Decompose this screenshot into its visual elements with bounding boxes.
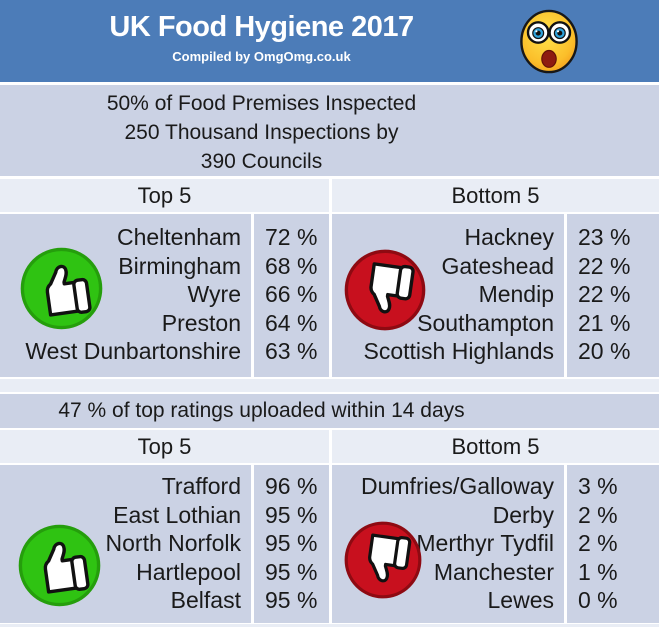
council-pct: 66 % [265, 281, 318, 307]
council-pct: 95 % [265, 558, 318, 585]
uploads-ranking-table: Trafford East Lothian North Norfolk Hart… [0, 465, 659, 623]
bottom5-uploads-values: 3 % 2 % 2 % 1 % 0 % [567, 465, 659, 623]
council-name: Manchester [433, 558, 554, 585]
council-name: Birmingham [118, 252, 241, 279]
header-text: UK Food Hygiene 2017 Compiled by OmgOmg.… [0, 11, 523, 64]
council-name: Mendip [478, 281, 554, 307]
summary-line-2: 250 Thousand Inspections by [124, 121, 399, 144]
council-pct: 21 % [578, 309, 631, 336]
council-pct: 3 % [578, 473, 618, 499]
thumbs-up-icon [18, 524, 101, 607]
council-name: Southampton [417, 309, 554, 336]
council-pct: 68 % [265, 252, 318, 279]
top5-uploads-values: 96 % 95 % 95 % 95 % 95 % [254, 465, 329, 623]
bottom5-header-inspections: Bottom 5 [332, 179, 659, 212]
council-name: East Lothian [113, 501, 241, 528]
page-subtitle: Compiled by OmgOmg.co.uk [172, 49, 351, 64]
bottom5-header-uploads: Bottom 5 [332, 430, 659, 463]
council-pct: 96 % [265, 473, 318, 499]
spacer-row [0, 379, 659, 392]
council-pct: 64 % [265, 309, 318, 336]
council-name: Dumfries/Galloway [361, 473, 554, 499]
council-name: Merthyr Tydfil [416, 530, 554, 556]
council-name: Hackney [464, 224, 554, 250]
council-pct: 95 % [265, 501, 318, 528]
council-name: Hartlepool [136, 558, 241, 585]
bottom5-inspections-values: 23 % 22 % 22 % 21 % 20 % [567, 214, 659, 377]
council-name: Lewes [487, 587, 554, 613]
inspection-summary-band: 50% of Food Premises Inspected 250 Thous… [0, 85, 659, 176]
council-name: Trafford [161, 473, 241, 499]
summary-line-3: 390 Councils [200, 150, 323, 173]
council-pct: 2 % [578, 501, 618, 528]
council-pct: 22 % [578, 252, 631, 279]
council-name: Wyre [187, 281, 241, 307]
top5-inspections-values: 72 % 68 % 66 % 64 % 63 % [254, 214, 329, 377]
council-pct: 95 % [265, 530, 318, 556]
council-pct: 23 % [578, 224, 631, 250]
council-pct: 2 % [578, 530, 618, 556]
header: UK Food Hygiene 2017 Compiled by OmgOmg.… [0, 0, 659, 82]
council-name: Derby [492, 501, 554, 528]
council-pct: 0 % [578, 587, 618, 613]
column-headers-inspections: Top 5 Bottom 5 [0, 179, 659, 212]
top5-header-inspections: Top 5 [0, 179, 329, 212]
council-name: Gateshead [441, 252, 554, 279]
council-pct: 95 % [265, 587, 318, 613]
shocked-face-emoji-icon [520, 9, 578, 74]
bottom5-uploads-names: Dumfries/Galloway Derby Merthyr Tydfil M… [332, 465, 564, 623]
bottom-strip [0, 624, 659, 627]
council-name: Cheltenham [116, 224, 241, 250]
council-pct: 72 % [265, 224, 318, 250]
uploads-summary-band: 47 % of top ratings uploaded within 14 d… [0, 394, 659, 428]
council-pct: 1 % [578, 558, 618, 585]
council-name: Belfast [170, 587, 241, 613]
summary-line-1: 50% of Food Premises Inspected [106, 92, 417, 115]
council-name: Scottish Highlands [363, 338, 555, 364]
thumbs-down-icon [344, 249, 426, 331]
bottom5-inspections-names: Hackney Gateshead Mendip Southampton Sco… [332, 214, 564, 377]
page-title: UK Food Hygiene 2017 [109, 11, 414, 43]
inspections-ranking-table: Cheltenham Birmingham Wyre Preston West … [0, 214, 659, 377]
uploads-summary-text: 47 % of top ratings uploaded within 14 d… [58, 399, 465, 422]
thumbs-up-icon [20, 247, 103, 330]
council-name: North Norfolk [105, 530, 241, 556]
council-pct: 63 % [265, 338, 318, 364]
top5-header-uploads: Top 5 [0, 430, 329, 463]
thumbs-down-icon [344, 521, 422, 599]
council-name: West Dunbartonshire [25, 338, 241, 364]
council-name: Preston [161, 309, 241, 336]
council-pct: 20 % [578, 338, 631, 364]
column-headers-uploads: Top 5 Bottom 5 [0, 430, 659, 463]
council-pct: 22 % [578, 281, 631, 307]
